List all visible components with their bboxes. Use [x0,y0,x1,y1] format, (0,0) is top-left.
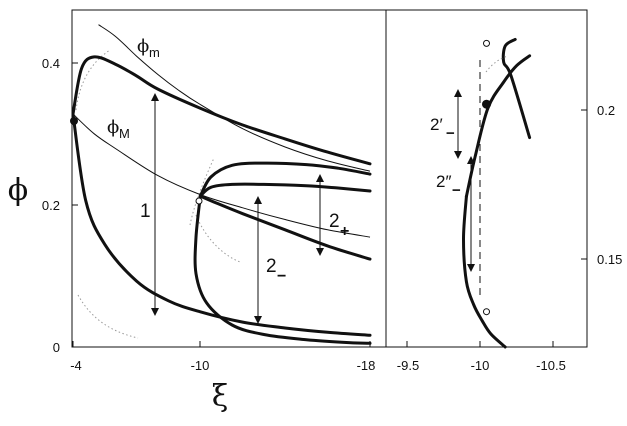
dotted-guide [75,49,111,111]
main-panel-frame [71,9,387,348]
phi-m-subscript: m [149,45,160,60]
phi-M-label: ϕ [107,117,119,138]
phi-M-subscript: M [119,126,130,141]
inset-curves [462,37,532,349]
y-tick-label: 0.4 [42,56,60,71]
dotted-guide [77,294,139,339]
label-2-minus-sub: − [277,268,286,285]
inset-y-tick-label: 0.2 [597,103,615,118]
x-tick-label: -18 [357,358,376,373]
y-axis-label: ϕ [8,173,28,208]
inset-y-tick-label: 0.15 [597,252,622,267]
label-2-prime-sub: − [446,125,455,142]
solution-branch-2 [71,112,372,337]
inset-panel-frame [385,9,588,348]
branch-point [195,197,203,205]
solution-branch-3 [198,161,372,198]
inset-branch-2 [462,195,507,349]
envelope-curve-0 [98,24,371,172]
x-tick-label: -10 [191,358,210,373]
inset-open-point [483,308,490,316]
solution-branch-4 [198,182,372,198]
label-2-plus: 2 [329,211,340,232]
solution-branch-6 [193,194,372,345]
y-tick-label: 0 [53,340,60,355]
inset-x-tick-label: -10.5 [536,358,566,373]
inset-filled-point [482,99,491,109]
label-2-double-prime-sub: − [452,182,461,199]
inset-x-tick-label: -9.5 [397,358,419,373]
label-2-double-prime: 2″ [436,172,451,191]
x-axis-label: ξ [212,379,229,414]
inset-points [482,39,491,316]
inset-branch-0 [501,37,532,140]
bifurcation-point [70,117,78,125]
y-tick-label: 0.2 [42,198,60,213]
inset-branch-1 [464,54,532,198]
phi-m-label: ϕ [137,36,149,57]
solution-branch-1 [71,55,372,166]
label-2-plus-sub: + [340,223,349,240]
label-2-prime: 2′ [430,115,443,134]
dotted-guide [195,214,241,263]
dotted-guide [189,157,215,226]
label-2-minus: 2 [266,256,277,277]
x-tick-label: -4 [70,358,82,373]
inset-open-point [483,39,490,47]
main-curves [71,24,372,345]
inset-x-tick-label: -10 [471,358,490,373]
label-1: 1 [140,201,151,222]
solution-branch-5 [198,194,372,261]
